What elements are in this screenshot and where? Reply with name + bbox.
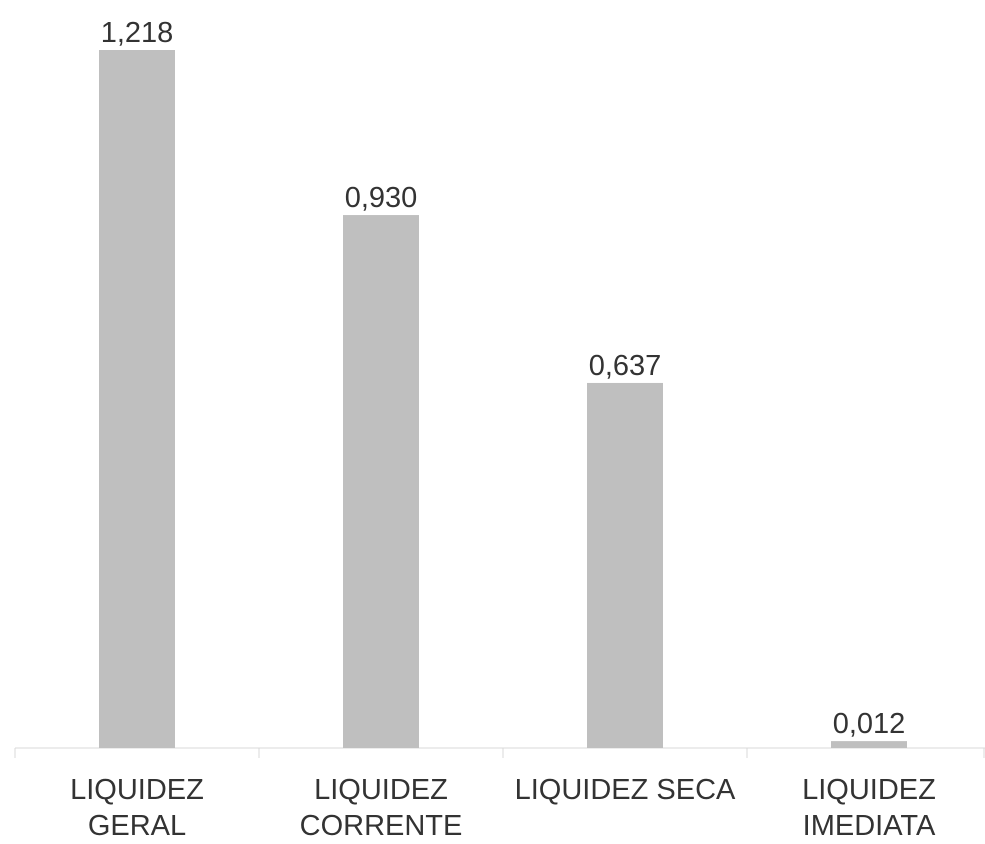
bar — [587, 382, 663, 748]
x-tick-label: LIQUIDEZ CORRENTE — [299, 774, 463, 842]
x-tick-label: LIQUIDEZ IMEDIATA — [802, 774, 936, 842]
bar — [343, 215, 419, 749]
data-label: 0,637 — [589, 350, 662, 382]
x-tick-label: LIQUIDEZ SECA — [514, 774, 736, 806]
bar — [831, 741, 907, 748]
data-label: 0,930 — [345, 182, 418, 214]
x-tick-label: LIQUIDEZ GERAL — [70, 774, 204, 842]
bar — [99, 50, 175, 748]
data-label: 1,218 — [101, 17, 174, 49]
data-label: 0,012 — [833, 708, 906, 740]
